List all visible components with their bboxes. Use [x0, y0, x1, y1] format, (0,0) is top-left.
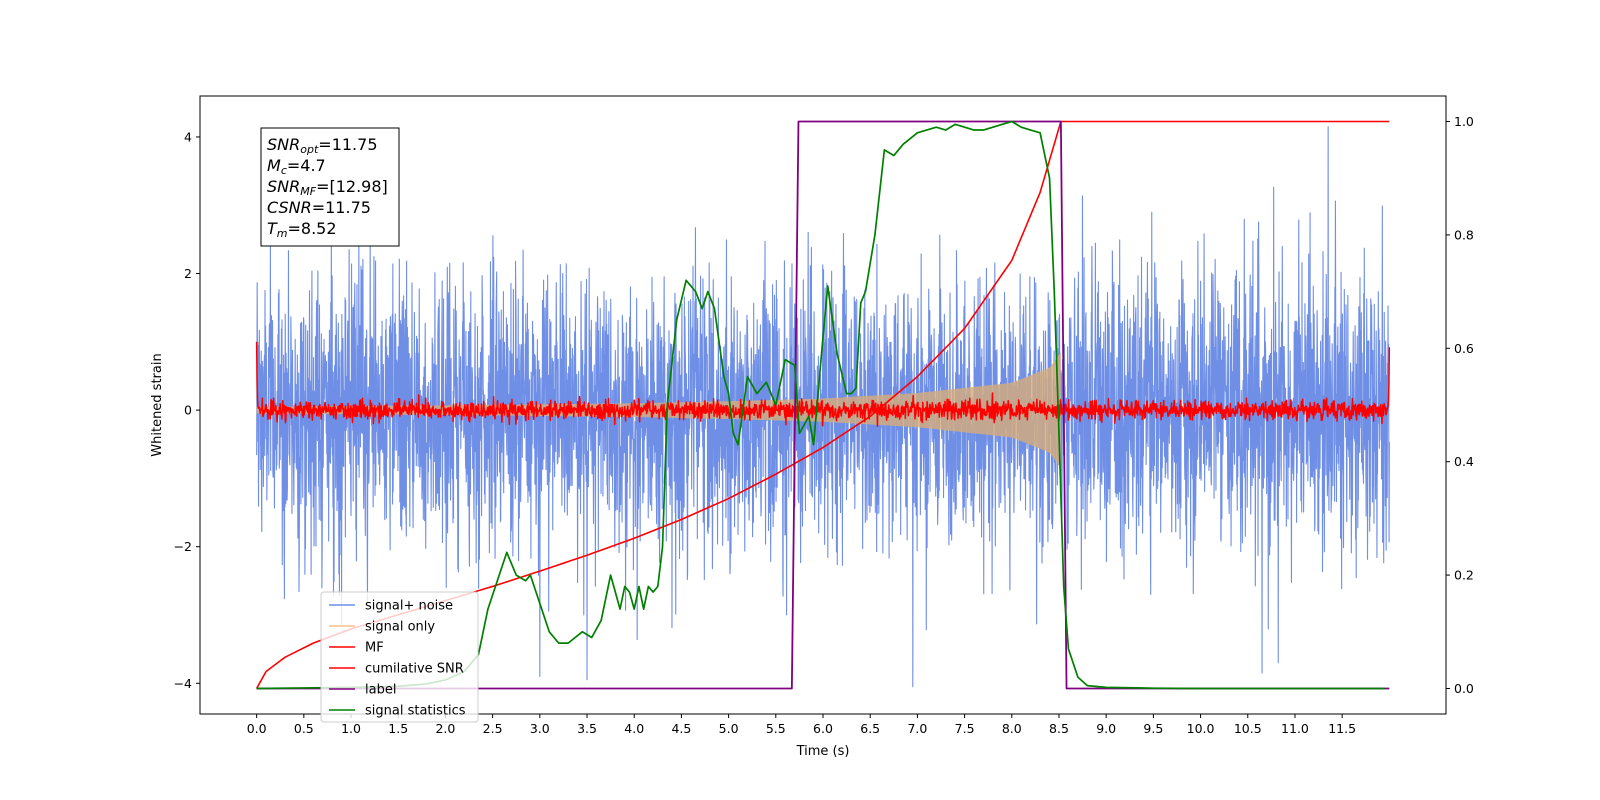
x-tick-label: 2.0 — [435, 721, 455, 736]
info-box: SNRopt=11.75Mc=4.7SNRMF=[12.98]CSNR=11.7… — [260, 127, 400, 247]
legend: signal+ noise signal only MF cumilative SNR… — [320, 591, 479, 723]
x-tick-label: 8.5 — [1049, 721, 1069, 736]
info-box-value: =8.52 — [288, 219, 337, 238]
info-box-value: =11.75 — [318, 135, 377, 154]
series-signal-noise-line — [256, 126, 1390, 688]
y2-tick-label: 0.4 — [1454, 454, 1474, 469]
info-box-line: SNRopt=11.75 — [267, 135, 378, 156]
x-tick-label: 5.0 — [719, 721, 739, 736]
info-box-line: Mc=4.7 — [267, 156, 326, 177]
info-box-symbol: T — [267, 219, 278, 238]
info-box-subscript: m — [277, 227, 288, 240]
x-tick-label: 5.5 — [766, 721, 786, 736]
x-tick-label: 0.5 — [294, 721, 314, 736]
info-box-subscript: opt — [300, 143, 319, 156]
y2-tick-label: 0.6 — [1454, 341, 1474, 356]
x-tick-label: 6.0 — [813, 721, 833, 736]
y-tick-label: 0 — [184, 403, 192, 418]
x-tick-label: 1.5 — [388, 721, 408, 736]
x-tick-label: 6.5 — [860, 721, 880, 736]
info-box-subscript: c — [281, 164, 287, 177]
legend-label: signal only — [365, 620, 435, 635]
x-tick-label: 4.0 — [624, 721, 644, 736]
x-axis: 0.0 0.5 1.0 1.5 2.0 2.5 3.0 3.5 4.0 4.5 5.0 5.5 6.0 6… — [247, 714, 1356, 736]
x-tick-label: 9.0 — [1096, 721, 1116, 736]
x-tick-label: 0.0 — [247, 721, 267, 736]
x-axis-label: Time (s) — [796, 744, 850, 759]
series-mf-line — [255, 341, 1391, 428]
x-tick-label: 10.0 — [1187, 721, 1215, 736]
y-tick-label: 4 — [184, 129, 192, 144]
x-tick-label: 2.5 — [483, 721, 503, 736]
y-tick-label: −2 — [174, 539, 192, 554]
info-box-symbol: M — [267, 156, 281, 175]
legend-label: signal statistics — [365, 704, 466, 719]
y2-tick-label: 0.8 — [1454, 227, 1474, 242]
x-tick-label: 10.5 — [1234, 721, 1262, 736]
x-tick-label: 11.5 — [1328, 721, 1356, 736]
series-label-line — [256, 120, 1390, 690]
info-box-line: SNRMF=[12.98] — [267, 177, 388, 198]
legend-label: MF — [365, 641, 384, 656]
info-box-value: =[12.98] — [316, 177, 388, 196]
x-tick-label: 7.5 — [955, 721, 975, 736]
x-tick-label: 9.5 — [1143, 721, 1163, 736]
y2-tick-label: 1.0 — [1454, 114, 1474, 129]
x-tick-label: 3.0 — [530, 721, 550, 736]
info-box-line: CSNR=11.75 — [267, 198, 371, 217]
y-tick-label: 2 — [184, 266, 192, 281]
x-tick-label: 3.5 — [577, 721, 597, 736]
y2-tick-label: 0.2 — [1454, 568, 1474, 583]
legend-label: cumilative SNR — [365, 662, 464, 677]
legend-label: signal+ noise — [365, 599, 453, 614]
x-tick-label: 11.0 — [1281, 721, 1309, 736]
series-signal-statistics-line — [256, 120, 1385, 690]
y-axis-right: 0.0 0.2 0.4 0.6 0.8 1.0 — [1446, 114, 1474, 696]
plot-area — [255, 120, 1391, 690]
info-box-value: =11.75 — [312, 198, 371, 217]
x-tick-label: 7.0 — [907, 721, 927, 736]
info-box-value: =4.7 — [287, 156, 326, 175]
y-axis-left: −4 −2 0 2 4 — [174, 129, 200, 691]
x-tick-label: 4.5 — [671, 721, 691, 736]
info-box-symbol: SNR — [267, 177, 300, 196]
y-axis-label: Whitened strain — [150, 353, 165, 456]
x-tick-label: 8.0 — [1002, 721, 1022, 736]
y-tick-label: −4 — [174, 676, 192, 691]
y2-tick-label: 0.0 — [1454, 681, 1474, 696]
legend-frame — [320, 591, 479, 723]
info-box-frame — [260, 127, 400, 247]
info-box-subscript: MF — [300, 185, 316, 198]
info-box-symbol: SNR — [267, 135, 300, 154]
x-tick-label: 1.0 — [341, 721, 361, 736]
info-box-symbol: CSNR — [267, 198, 312, 217]
legend-label: label — [365, 683, 396, 698]
info-box-line: Tm=8.52 — [267, 219, 337, 240]
